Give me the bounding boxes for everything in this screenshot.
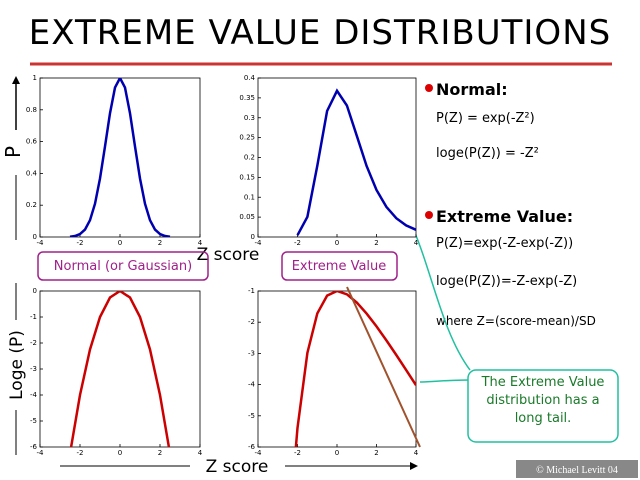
x-tick-label: -2 bbox=[294, 449, 301, 457]
callout-wrap: The Extreme Value distribution has a lon… bbox=[481, 375, 605, 426]
box-label: Extreme Value bbox=[292, 259, 387, 274]
x-tick-label: 0 bbox=[335, 239, 339, 247]
y-tick-label: 0.2 bbox=[244, 154, 255, 162]
y-tick-label: -1 bbox=[30, 313, 37, 321]
y-tick-label: 0.6 bbox=[26, 138, 38, 146]
arrowhead bbox=[12, 76, 20, 84]
x-tick-label: 2 bbox=[158, 449, 162, 457]
credit-bg bbox=[516, 460, 638, 478]
y-tick-label: -2 bbox=[248, 318, 255, 326]
callout-text: The Extreme Value distribution has a lon… bbox=[481, 375, 605, 426]
x-tick-label: -2 bbox=[294, 239, 301, 247]
data-line bbox=[69, 78, 171, 237]
equation: where Z=(score-mean)/SD bbox=[436, 314, 596, 328]
x-tick-label: 2 bbox=[374, 239, 378, 247]
y-tick-label: -6 bbox=[248, 443, 256, 451]
x-tick-label: -2 bbox=[77, 449, 84, 457]
y-tick-label: -5 bbox=[30, 417, 37, 425]
y-label: P bbox=[1, 146, 25, 158]
y-tick-label: 0.1 bbox=[244, 193, 255, 201]
note-heading: Normal: bbox=[436, 80, 508, 99]
equation: loge(P(Z)) = -Z² bbox=[436, 146, 539, 161]
bullet bbox=[425, 84, 433, 92]
y-tick-label: 0.35 bbox=[239, 94, 255, 102]
plot-frame bbox=[39, 77, 201, 238]
box-label: Normal (or Gaussian) bbox=[54, 259, 192, 274]
x-tick-label: 4 bbox=[198, 449, 203, 457]
data-line bbox=[296, 88, 416, 236]
x-tick-label: 4 bbox=[414, 449, 419, 457]
y-tick-label: 0.4 bbox=[244, 74, 256, 82]
y-tick-label: 0 bbox=[33, 287, 37, 295]
y-tick-label: -6 bbox=[30, 443, 38, 451]
y-tick-label: 0.2 bbox=[26, 201, 37, 209]
y-tick-label: 0.25 bbox=[239, 134, 255, 142]
x-tick-label: -4 bbox=[37, 449, 45, 457]
label-box bbox=[281, 251, 398, 281]
equation: loge(P(Z))=-Z-exp(-Z) bbox=[436, 274, 577, 289]
plot-frame bbox=[39, 290, 201, 448]
x-tick-label: 0 bbox=[118, 449, 122, 457]
x-tick-label: 4 bbox=[414, 239, 419, 247]
y-label: Loge (P) bbox=[7, 330, 27, 400]
y-tick-label: 0 bbox=[251, 233, 255, 241]
arrowhead bbox=[410, 462, 418, 470]
x-label: Z score bbox=[197, 245, 260, 265]
data-line bbox=[69, 291, 171, 447]
x-label: Z score bbox=[206, 457, 269, 477]
x-tick-label: -4 bbox=[37, 239, 45, 247]
equation: P(Z)=exp(-Z-exp(-Z)) bbox=[436, 236, 573, 251]
y-tick-label: 0.8 bbox=[26, 106, 37, 114]
y-tick-label: 0.4 bbox=[26, 169, 38, 177]
y-tick-label: -5 bbox=[248, 412, 255, 420]
y-tick-label: 0.3 bbox=[244, 114, 255, 122]
y-tick-label: -3 bbox=[248, 349, 255, 357]
y-tick-label: 0.15 bbox=[239, 173, 255, 181]
y-tick-label: -3 bbox=[30, 365, 37, 373]
y-tick-label: -4 bbox=[30, 391, 38, 399]
credit: © Michael Levitt 04 bbox=[536, 465, 618, 476]
x-tick-label: 2 bbox=[374, 449, 378, 457]
y-tick-label: -4 bbox=[248, 381, 256, 389]
bullet bbox=[425, 211, 433, 219]
y-tick-label: -1 bbox=[248, 287, 255, 295]
x-tick-label: 0 bbox=[118, 239, 122, 247]
x-tick-label: 4 bbox=[198, 239, 203, 247]
y-tick-label: 0 bbox=[33, 233, 37, 241]
x-tick-label: -2 bbox=[77, 239, 84, 247]
x-tick-label: 0 bbox=[335, 449, 339, 457]
callout-arrow bbox=[419, 379, 471, 383]
tangent-line bbox=[346, 286, 421, 448]
x-tick-label: -4 bbox=[255, 449, 263, 457]
y-tick-label: 0.05 bbox=[239, 213, 255, 221]
slide-title: EXTREME VALUE DISTRIBUTIONS bbox=[29, 13, 611, 53]
charts: -4 -2 0 2 4 0 0.2 0.4 0.6 0.8 1 -4 -2 0 2 4 0 0.05 0.1 0.15… bbox=[26, 74, 421, 457]
x-tick-label: -4 bbox=[255, 239, 263, 247]
callout-box bbox=[467, 369, 619, 443]
x-tick-label: 2 bbox=[158, 239, 162, 247]
note-heading: Extreme Value: bbox=[436, 207, 573, 226]
plot-frame bbox=[257, 290, 417, 448]
label-box bbox=[37, 251, 209, 281]
y-tick-label: 1 bbox=[33, 74, 37, 82]
equation: P(Z) = exp(-Z²) bbox=[436, 111, 535, 126]
y-tick-label: -2 bbox=[30, 339, 37, 347]
